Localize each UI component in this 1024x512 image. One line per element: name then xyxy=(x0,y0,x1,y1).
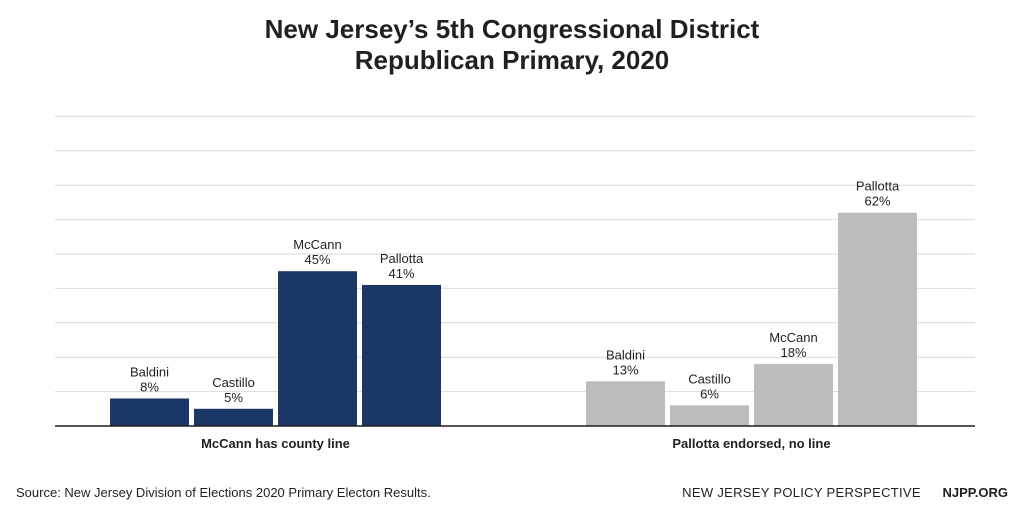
bar-name-label: Castillo xyxy=(212,375,255,390)
bar-value-label: 8% xyxy=(140,379,159,394)
bar-baldini-2 xyxy=(586,381,665,426)
chart-title: New Jersey’s 5th Congressional District … xyxy=(0,14,1024,76)
bar-value-label: 41% xyxy=(388,266,414,281)
group-label: McCann has county line xyxy=(201,436,350,451)
bar-mccann-2 xyxy=(754,364,833,426)
x-axis: McCann has county line Pallotta endorsed,… xyxy=(55,425,975,451)
bar-castillo-1 xyxy=(194,408,273,426)
bar-value-label: 45% xyxy=(304,252,330,267)
bar-mccann-1 xyxy=(278,271,357,426)
bar-value-label: 5% xyxy=(224,390,243,405)
bar-pallotta-2 xyxy=(838,212,917,426)
bar-value-label: 62% xyxy=(864,194,890,209)
publisher-site: NJPP.ORG xyxy=(942,485,1008,500)
bar-value-label: 13% xyxy=(612,362,638,377)
chart-title-line-2: Republican Primary, 2020 xyxy=(354,45,670,75)
bar-pallotta-1 xyxy=(362,284,441,426)
bar-value-label: 6% xyxy=(700,386,719,401)
publisher-credit: NEW JERSEY POLICY PERSPECTIVE NJPP.ORG xyxy=(682,485,1008,500)
bar-name-label: Pallotta xyxy=(380,251,424,266)
bar-value-label: 18% xyxy=(780,345,806,360)
bar-name-label: McCann xyxy=(769,330,817,345)
group-label: Pallotta endorsed, no line xyxy=(672,436,830,451)
bar-name-label: Baldini xyxy=(130,364,169,379)
bar-name-label: Castillo xyxy=(688,371,731,386)
publisher-name: NEW JERSEY POLICY PERSPECTIVE xyxy=(682,485,921,500)
bar-name-label: McCann xyxy=(293,237,341,252)
gridlines xyxy=(55,115,975,393)
source-note: Source: New Jersey Division of Elections… xyxy=(16,485,431,500)
bar-baldini-1 xyxy=(110,398,189,426)
bar-name-label: Pallotta xyxy=(856,179,900,194)
chart-title-line-1: New Jersey’s 5th Congressional District xyxy=(264,14,760,44)
bar-castillo-2 xyxy=(670,405,749,426)
bars xyxy=(110,212,917,426)
bar-name-label: Baldini xyxy=(606,347,645,362)
